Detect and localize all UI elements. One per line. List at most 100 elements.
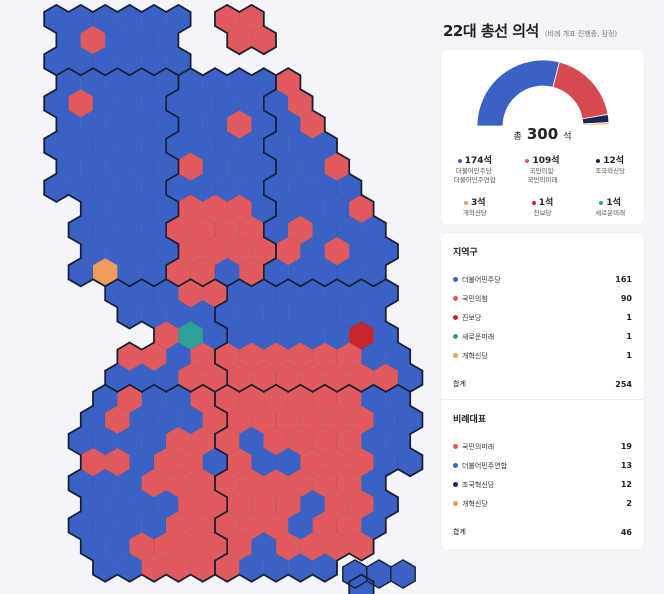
boundary-line (275, 278, 290, 288)
proportional-row: 개혁신당 2 (453, 494, 632, 513)
boundary-line (336, 278, 351, 288)
boundary-line (177, 573, 192, 583)
boundary-line (287, 573, 302, 583)
boundary-line (202, 383, 216, 393)
boundary-line (128, 278, 143, 288)
boundary-line (262, 88, 277, 98)
boundary-line (92, 4, 107, 13)
legend-dot (531, 200, 536, 205)
legend-party: 조국혁신당 (595, 167, 626, 175)
boundary-line (153, 4, 168, 13)
boundary-line (67, 193, 82, 203)
boundary-line (43, 193, 58, 203)
proportional-seat-count: 13 (620, 461, 632, 471)
boundary-line (177, 46, 192, 56)
boundary-line (141, 383, 155, 393)
boundary-line (262, 383, 277, 393)
proportional-party-name: 조국혁신당 (462, 480, 495, 489)
boundary-line (226, 46, 241, 56)
boundary-line (214, 320, 228, 330)
boundary-line (92, 573, 107, 583)
boundary-line (226, 4, 241, 13)
legend-party: 국민의힘· 국민의미래 (527, 167, 558, 185)
boundary-line (177, 278, 192, 288)
boundary-line (116, 573, 131, 583)
boundary-line (128, 383, 143, 393)
proportional-party: 개혁신당 (453, 499, 488, 509)
boundary-line (165, 194, 180, 203)
proportional-party: 국민의미래 (453, 442, 494, 452)
province-boundaries (43, 4, 424, 594)
boundary-line (43, 67, 58, 77)
legend-party: 새로운미래 (595, 209, 626, 218)
proportional-row: 조국혁신당 12 (453, 475, 632, 494)
boundary-line (116, 4, 131, 13)
jeju-hex[interactable] (390, 559, 416, 589)
district-total-value: 254 (615, 379, 632, 389)
boundary-line (214, 341, 228, 351)
boundary-line (153, 383, 167, 393)
boundary-line (348, 383, 363, 393)
boundary-line (384, 468, 399, 478)
boundary-line (336, 151, 351, 161)
boundary-line (67, 468, 82, 478)
boundary-line (384, 257, 399, 267)
district-total-label: 합계 (453, 380, 466, 389)
boundary-line (214, 299, 228, 309)
boundary-line (214, 362, 228, 372)
boundary-line (104, 383, 119, 393)
boundary-line (238, 278, 253, 288)
divider (441, 399, 644, 401)
proportional-party: 조국혁신당 (453, 480, 494, 490)
boundary-line (67, 278, 82, 288)
boundary-line (250, 46, 265, 56)
legend-item: 12석 조국혁신당 (576, 153, 644, 185)
boundary-line (177, 25, 192, 34)
boundary-line (348, 573, 363, 583)
results-panel: 22대 총선 의석 (비례 개표 진행중, 잠정) 총 300 석 174석 더불… (441, 20, 644, 550)
boundary-line (384, 510, 399, 520)
boundary-line (299, 278, 314, 288)
boundary-line (262, 236, 277, 245)
proportional-title: 비례대표 (453, 415, 487, 426)
district-row: 새로운미래 1 (453, 327, 632, 346)
legend-seats: 174석 (464, 156, 492, 166)
boundary-line (348, 172, 363, 182)
boundary-line (104, 67, 119, 77)
boundary-line (323, 278, 338, 288)
jeju-hex[interactable] (342, 559, 368, 589)
boundary-line (409, 383, 424, 393)
boundary-line (43, 151, 58, 161)
boundary-line (177, 4, 192, 13)
boundary-line (55, 4, 70, 13)
district-row: 더불어민주당 161 (453, 270, 632, 289)
boundary-line (214, 531, 228, 541)
boundary-line (141, 278, 155, 288)
donut-segment (551, 61, 608, 120)
boundary-line (287, 383, 302, 393)
boundary-line (43, 130, 58, 140)
seat-summary-card: 총 300 석 174석 더불어민주당· 더불어민주연합 109석 국민의힘· 국민의… (441, 50, 644, 225)
proportional-party: 더불어민주연합 (453, 461, 507, 471)
district-party: 새로운미래 (453, 332, 494, 342)
boundary-line (238, 573, 253, 583)
boundary-line (384, 236, 399, 246)
total-label: 총 (513, 132, 522, 142)
boundary-line (311, 109, 326, 119)
district-seat-count: 161 (615, 275, 632, 285)
boundary-line (67, 214, 82, 224)
party-dot (453, 315, 458, 321)
boundary-line (409, 426, 424, 435)
boundary-line (43, 25, 58, 34)
legend-dot (457, 158, 462, 163)
boundary-line (79, 404, 94, 414)
boundary-line (409, 447, 424, 457)
legend-item: 174석 더불어민주당· 더불어민주연합 (441, 153, 509, 185)
boundary-line (214, 404, 228, 414)
boundary-line (189, 278, 204, 288)
boundary-line (43, 172, 58, 182)
jeju-hex[interactable] (366, 559, 392, 589)
donut-segment (476, 59, 560, 127)
legend-seats: 1석 (538, 198, 554, 209)
boundary-line (226, 573, 241, 583)
